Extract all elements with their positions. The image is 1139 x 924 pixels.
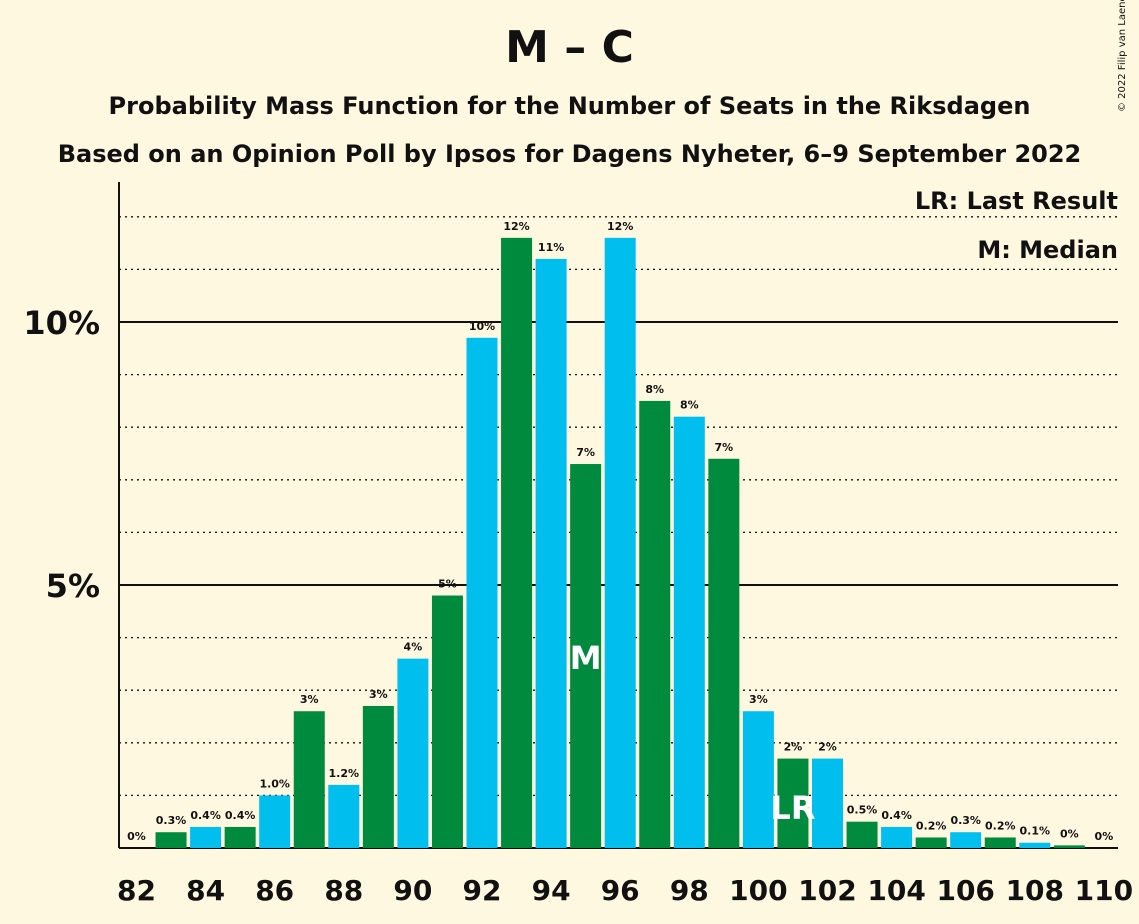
chart-subtitle-line1: Probability Mass Function for the Number… bbox=[108, 92, 1031, 120]
data-label-seat-88: 1.2% bbox=[329, 767, 360, 780]
bar-seat-90 bbox=[397, 658, 429, 848]
bar-seat-93 bbox=[501, 237, 533, 849]
data-label-seat-91: 5% bbox=[438, 578, 457, 591]
bar-seat-103 bbox=[846, 821, 878, 848]
x-tick-label: 98 bbox=[670, 874, 709, 907]
chart-subtitle-line2: Based on an Opinion Poll by Ipsos for Da… bbox=[57, 140, 1082, 168]
data-label-seat-96: 12% bbox=[607, 220, 633, 233]
y-tick-label: 5% bbox=[46, 567, 100, 605]
data-label-seat-90: 4% bbox=[404, 641, 423, 654]
bar-seat-109 bbox=[1053, 845, 1085, 848]
data-label-seat-95: 7% bbox=[576, 446, 595, 459]
data-label-seat-109: 0% bbox=[1060, 827, 1079, 840]
legend-last-result: LR: Last Result bbox=[915, 187, 1118, 215]
x-tick-label: 84 bbox=[186, 874, 225, 907]
bar-seat-95 bbox=[570, 464, 602, 848]
data-label-seat-92: 10% bbox=[469, 320, 495, 333]
x-tick-label: 82 bbox=[117, 874, 156, 907]
data-label-seat-103: 0.5% bbox=[847, 804, 878, 817]
chart-title: M – C bbox=[505, 22, 634, 73]
median-marker: M bbox=[570, 639, 602, 677]
bar-seat-104 bbox=[881, 826, 913, 848]
bar-seat-86 bbox=[259, 795, 291, 848]
y-tick-labels: 5% 10% bbox=[23, 304, 100, 605]
x-tick-label: 100 bbox=[729, 874, 787, 907]
data-label-seat-89: 3% bbox=[369, 688, 388, 701]
data-label-seat-94: 11% bbox=[538, 241, 564, 254]
bar-seat-83 bbox=[155, 832, 187, 848]
data-label-seat-87: 3% bbox=[300, 693, 319, 706]
markers: M LR bbox=[570, 639, 816, 827]
x-tick-label: 92 bbox=[463, 874, 502, 907]
data-label-seat-101: 2% bbox=[784, 741, 803, 754]
data-label-seat-85: 0.4% bbox=[225, 809, 256, 822]
bar-seat-87 bbox=[293, 711, 325, 848]
data-label-seat-84: 0.4% bbox=[190, 809, 221, 822]
legend-median: M: Median bbox=[977, 236, 1118, 264]
y-tick-label: 10% bbox=[23, 304, 100, 342]
x-tick-label: 104 bbox=[867, 874, 925, 907]
bar-seat-101 bbox=[777, 758, 809, 848]
data-label-seat-97: 8% bbox=[645, 383, 664, 396]
bar-seat-96 bbox=[604, 237, 636, 849]
data-label-seat-82: 0% bbox=[127, 830, 146, 843]
bar-seat-89 bbox=[362, 705, 394, 848]
bar-seat-108 bbox=[1019, 842, 1051, 848]
x-tick-label: 90 bbox=[393, 874, 432, 907]
data-label-seat-86: 1.0% bbox=[259, 777, 290, 790]
data-labels: 0%0.3% 0.4% 0.4%1.0%3%1.2%3%4%5%10%12%11%7… bbox=[127, 220, 1113, 843]
bars bbox=[155, 237, 1085, 849]
data-label-seat-99: 7% bbox=[715, 441, 734, 454]
bar-seat-105 bbox=[915, 837, 947, 848]
data-label-seat-102: 2% bbox=[818, 741, 837, 754]
bar-seat-92 bbox=[466, 337, 498, 848]
bar-seat-88 bbox=[328, 784, 360, 848]
data-label-seat-100: 3% bbox=[749, 693, 768, 706]
bar-seat-102 bbox=[812, 758, 843, 848]
data-label-seat-107: 0.2% bbox=[985, 819, 1016, 832]
bar-seat-98 bbox=[673, 416, 705, 848]
data-label-seat-106: 0.3% bbox=[950, 814, 981, 827]
x-tick-label: 86 bbox=[255, 874, 294, 907]
bar-seat-100 bbox=[742, 711, 774, 848]
x-tick-label: 96 bbox=[601, 874, 640, 907]
x-tick-label: 110 bbox=[1075, 874, 1133, 907]
bar-seat-91 bbox=[431, 595, 463, 848]
data-label-seat-104: 0.4% bbox=[881, 809, 912, 822]
data-label-seat-108: 0.1% bbox=[1020, 825, 1051, 838]
data-label-seat-93: 12% bbox=[503, 220, 529, 233]
x-tick-labels: 82 84 86 88 90 92 94 96 98 100 102 104 106 108 110 bbox=[117, 874, 1133, 907]
data-label-seat-98: 8% bbox=[680, 399, 699, 412]
x-tick-label: 88 bbox=[324, 874, 363, 907]
data-label-seat-83: 0.3% bbox=[156, 814, 187, 827]
bar-seat-97 bbox=[639, 400, 671, 848]
bar-seat-106 bbox=[950, 832, 982, 848]
bar-seat-85 bbox=[224, 826, 256, 848]
data-label-seat-105: 0.2% bbox=[916, 819, 947, 832]
x-tick-label: 106 bbox=[936, 874, 994, 907]
bar-seat-94 bbox=[535, 258, 567, 848]
last-result-marker: LR bbox=[770, 789, 815, 827]
x-tick-label: 102 bbox=[798, 874, 856, 907]
bar-seat-107 bbox=[984, 837, 1016, 848]
x-tick-label: 108 bbox=[1006, 874, 1064, 907]
bar-seat-99 bbox=[708, 458, 740, 848]
bar-seat-84 bbox=[190, 826, 222, 848]
x-tick-label: 94 bbox=[532, 874, 571, 907]
data-label-seat-110: 0% bbox=[1095, 830, 1114, 843]
